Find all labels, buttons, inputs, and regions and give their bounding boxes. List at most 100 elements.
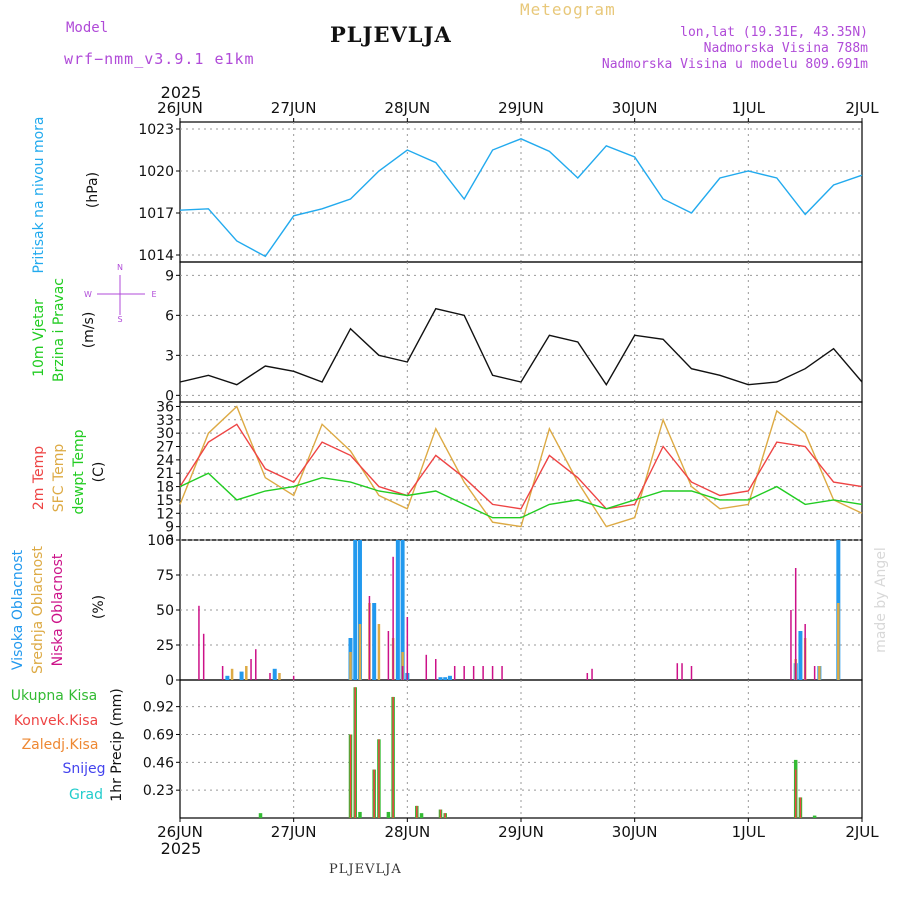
rain-convective-bar [416, 805, 418, 818]
panel-frame [179, 121, 863, 263]
high-cloud-bar [225, 675, 230, 680]
low-cloud-bar [250, 659, 252, 680]
y-tick-label: 30 [156, 426, 174, 442]
low-cloud-bar [591, 668, 593, 680]
rain-convective-bar [392, 696, 394, 818]
y-tick-label: 3 [165, 348, 174, 364]
high-cloud-bar [239, 671, 244, 680]
low-cloud-bar [501, 666, 503, 680]
compass-s: S [117, 315, 122, 324]
year-label-bottom: 2025 [161, 839, 202, 858]
y-tick-label: 12 [156, 506, 174, 522]
low-cloud-bar [198, 605, 200, 680]
high-cloud-bar [443, 677, 448, 680]
x-tick-label-bottom: 2JUL [845, 823, 879, 841]
rain-total-bar [258, 813, 263, 818]
low-cloud-bar [435, 659, 437, 680]
low-cloud-bar [401, 666, 404, 680]
rain-total-bar [386, 811, 391, 818]
y-tick-label: 50 [156, 603, 174, 619]
rain-convective-bar [349, 734, 352, 818]
low-cloud-bar [463, 666, 465, 680]
x-tick-label-top: 29JUN [498, 99, 544, 117]
temp-label-3: dewpt Temp [71, 429, 87, 514]
low-cloud-bar [453, 666, 456, 680]
rain-convective-bar [373, 769, 375, 818]
low-cloud-bar [255, 649, 257, 680]
wind-unit: (m/s) [81, 312, 97, 349]
high-cloud-bar [400, 540, 405, 680]
low-cloud-bar [392, 556, 394, 680]
rain-total-bar [419, 813, 424, 818]
y-tick-label: 6 [165, 308, 174, 324]
precip-label-1: Ukupna Kisa [11, 688, 98, 704]
high-cloud-bar [798, 631, 803, 680]
y-tick-label: 27 [156, 440, 174, 456]
rain-convective-bar [439, 809, 442, 818]
mid-cloud-bar [377, 624, 381, 680]
city-title: PLJEVLJA [330, 22, 452, 47]
y-tick-label: 15 [156, 493, 174, 509]
y-tick-label: 24 [156, 453, 174, 469]
low-cloud-bar [221, 666, 224, 680]
low-cloud-bar [690, 666, 693, 680]
y-tick-label: 33 [156, 413, 174, 429]
x-tick-label-top: 26JUN [157, 99, 203, 117]
y-tick-label: 1020 [138, 164, 174, 180]
low-cloud-bar [804, 624, 806, 680]
compass-e: E [151, 290, 156, 299]
compass-n: N [117, 263, 123, 272]
credit-label: made by Angel [873, 547, 889, 653]
cloud-label-1: Visoka Oblacnost [10, 549, 26, 670]
x-tick-label-top: 30JUN [612, 99, 658, 117]
precip-label-2: Konvek.Kisa [14, 713, 98, 729]
mid-cloud-bar [349, 652, 352, 680]
x-tick-label-bottom: 28JUN [384, 823, 430, 841]
x-tick-label-bottom: 1JUL [732, 823, 766, 841]
low-cloud-bar [681, 663, 683, 680]
data-layer [179, 138, 863, 818]
precip-label-4: Snijeg [62, 761, 105, 777]
y-tick-label: 21 [156, 466, 174, 482]
low-cloud-bar [813, 666, 816, 680]
low-cloud-bar [676, 663, 679, 680]
y-tick-label: 25 [156, 638, 174, 654]
low-cloud-bar [491, 666, 494, 680]
mid-cloud-bar [818, 666, 821, 680]
mid-cloud-bar [245, 666, 248, 680]
dewpt-series-line [179, 472, 863, 519]
high-cloud-bar [357, 540, 362, 680]
precip-label-5: Grad [69, 787, 103, 803]
temp-label-2: SFC Temp [51, 444, 67, 513]
wind-label-1: 10m Vjetar [31, 299, 47, 377]
x-tick-label-top: 1JUL [732, 99, 766, 117]
low-cloud-bar [368, 596, 371, 680]
x-tick-label-top: 28JUN [384, 99, 430, 117]
rain-total-bar [812, 815, 817, 818]
meteogram-title: Meteogram [520, 0, 616, 19]
high-cloud-bar [353, 540, 358, 680]
y-tick-label: 0 [165, 673, 174, 689]
y-tick-label: 36 [156, 399, 174, 415]
y-tick-label: 9 [165, 520, 174, 536]
rain-convective-bar [354, 687, 356, 818]
mid-cloud-bar [358, 624, 362, 680]
wind-label-2: Brzina i Pravac [51, 278, 67, 382]
compass-w: W [84, 290, 92, 299]
precip-label-3: Zaledj.Kisa [22, 737, 99, 753]
low-cloud-bar [425, 654, 428, 680]
low-cloud-bar [472, 666, 475, 680]
model-elevation-label: Nadmorska Visina u modelu 809.691m [601, 57, 868, 72]
year-label-top: 2025 [161, 83, 202, 102]
mid-cloud-bar [837, 603, 840, 680]
model-name: wrf−nmm_v3.9.1 e1km [64, 50, 255, 68]
y-tick-label: 0.92 [143, 700, 174, 716]
low-cloud-bar [292, 675, 295, 680]
y-tick-label: 9 [165, 268, 174, 284]
low-cloud-bar [482, 666, 484, 680]
y-tick-label: 1023 [138, 122, 174, 138]
mid-cloud-bar [230, 668, 234, 680]
y-tick-label: 100 [147, 533, 174, 549]
wind-speed-series-line [179, 307, 863, 387]
